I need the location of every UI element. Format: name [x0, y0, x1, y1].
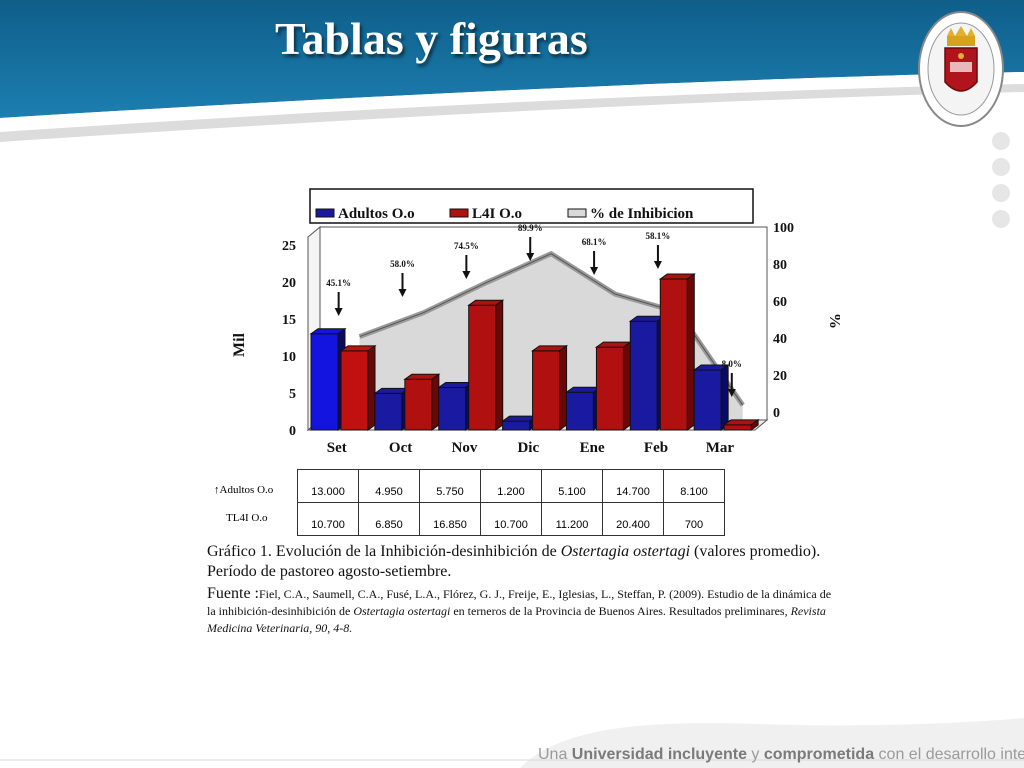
- legend-label: Adultos O.o: [338, 206, 415, 222]
- bar-l4i-side: [431, 373, 440, 431]
- annotation-arrowhead: [653, 261, 662, 269]
- annotation-label: 8.0%: [722, 359, 742, 369]
- bar-l4i-side: [495, 299, 504, 431]
- bar-adultos: [565, 391, 594, 431]
- bar-adultos: [693, 369, 722, 431]
- annotation-label: 45.1%: [326, 278, 351, 288]
- y2-axis-label: %: [826, 313, 840, 329]
- y-tick-label: 15: [282, 313, 296, 328]
- table-cell: 700: [663, 502, 725, 536]
- annotation-arrowhead: [727, 389, 736, 397]
- y2-tick-label: 80: [773, 258, 787, 273]
- y-axis-label: Mil: [231, 332, 248, 357]
- x-tick-label: Set: [327, 440, 347, 456]
- footer-swoosh: [0, 718, 1024, 768]
- y-tick-label: 5: [289, 387, 296, 402]
- x-tick-label: Mar: [706, 440, 735, 456]
- table-row-label-l4i: TL4I O.o: [226, 512, 268, 524]
- table-cell: 20.400: [602, 502, 664, 536]
- table-cell: 11.200: [541, 502, 603, 536]
- annotation-arrowhead: [526, 253, 535, 261]
- bar-l4i: [659, 278, 688, 431]
- y-tick-label: 0: [289, 424, 296, 439]
- annotation-arrowhead: [462, 271, 471, 279]
- annotation-label: 58.1%: [646, 231, 671, 241]
- table-row: 13.000 4.950 5.750 1.200 5.100 14.700 8.…: [297, 469, 725, 503]
- table-row-label-adultos: ↑Adultos O.o: [214, 484, 274, 496]
- bar-l4i-side: [622, 341, 631, 431]
- data-table: 13.000 4.950 5.750 1.200 5.100 14.700 8.…: [297, 469, 725, 536]
- bar-l4i: [723, 424, 752, 431]
- bar-l4i: [595, 346, 624, 431]
- bar-adultos: [438, 386, 467, 431]
- bar-adultos: [374, 392, 403, 431]
- legend-swatch: [449, 208, 469, 218]
- table-cell: 13.000: [297, 469, 359, 503]
- y-tick-label: 10: [282, 350, 296, 365]
- decorative-dot: [992, 210, 1010, 228]
- bar-l4i-side: [686, 273, 695, 431]
- annotation-arrowhead: [334, 308, 343, 316]
- bar-adultos-side: [720, 364, 729, 431]
- table-cell: 10.700: [297, 502, 359, 536]
- table-cell: 10.700: [480, 502, 542, 536]
- inhibition-chart: 0 5 10 15 20 25 0 20 40 60 80 100 Set Oct Nov Dic Ene Feb…: [231, 188, 840, 456]
- legend-swatch: [567, 208, 587, 218]
- x-tick-label: Feb: [644, 440, 668, 456]
- x-tick-label: Ene: [580, 440, 605, 456]
- decorative-dot: [992, 132, 1010, 150]
- annotation-label: 58.0%: [390, 259, 415, 269]
- legend-box: [309, 188, 754, 224]
- y2-tick-label: 100: [773, 221, 794, 236]
- table-cell: 14.700: [602, 469, 664, 503]
- table-row: 10.700 6.850 16.850 10.700 11.200 20.400…: [297, 502, 725, 536]
- decorative-dot: [992, 184, 1010, 202]
- annotation-label: 74.5%: [454, 241, 479, 251]
- table-cell: 8.100: [663, 469, 725, 503]
- y2-tick-label: 60: [773, 295, 787, 310]
- legend-swatch: [315, 208, 335, 218]
- decorative-dot: [992, 158, 1010, 176]
- figure-source: Fuente :Fiel, C.A., Saumell, C.A., Fusé,…: [207, 585, 832, 635]
- legend-label: % de Inhibicion: [590, 206, 694, 222]
- table-cell: 5.100: [541, 469, 603, 503]
- y-tick-label: 20: [282, 276, 296, 291]
- annotation-arrowhead: [398, 289, 407, 297]
- bar-adultos: [502, 420, 531, 431]
- y2-tick-label: 40: [773, 332, 787, 347]
- bar-l4i: [468, 304, 497, 431]
- x-tick-label: Nov: [452, 440, 478, 456]
- bar-l4i: [340, 350, 369, 431]
- footer-tagline: Una Universidad incluyente y comprometid…: [538, 746, 1024, 763]
- y2-tick-label: 0: [773, 406, 780, 421]
- slide-title: Tablas y figuras: [275, 13, 588, 64]
- table-cell: 1.200: [480, 469, 542, 503]
- table-cell: 4.950: [358, 469, 420, 503]
- bar-l4i-side: [559, 344, 568, 431]
- bar-l4i-side: [367, 344, 376, 431]
- bar-l4i-side: [750, 418, 759, 431]
- x-tick-label: Dic: [517, 440, 539, 456]
- table-cell: 16.850: [419, 502, 481, 536]
- decorative-dots: [992, 132, 1010, 236]
- annotation-label: 68.1%: [582, 237, 607, 247]
- annotation-label: 89.9%: [518, 223, 543, 233]
- y2-tick-label: 20: [773, 369, 787, 384]
- header-banner: [0, 0, 1024, 142]
- figure-caption: Gráfico 1. Evolución de la Inhibición-de…: [207, 543, 821, 580]
- university-seal-logo: [918, 11, 1004, 127]
- y-tick-label: 25: [282, 239, 296, 254]
- legend-label: L4I O.o: [472, 206, 522, 222]
- table-cell: 5.750: [419, 469, 481, 503]
- table-cell: 6.850: [358, 502, 420, 536]
- bar-adultos: [310, 333, 339, 431]
- bar-adultos: [629, 320, 658, 431]
- annotation-arrowhead: [590, 267, 599, 275]
- bar-l4i: [404, 378, 433, 431]
- x-tick-label: Oct: [389, 440, 412, 456]
- bar-l4i: [532, 350, 561, 431]
